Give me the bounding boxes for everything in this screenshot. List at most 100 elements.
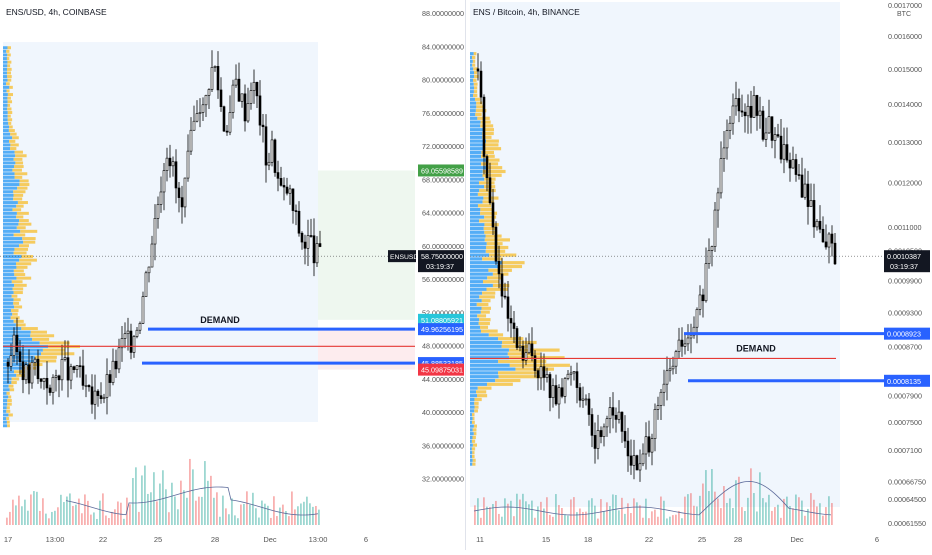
left-chart-canvas[interactable]: DEMAND 88.00000000 84.00000000 80.00000000 7… xyxy=(0,0,466,550)
volume-profile-bar-sell xyxy=(13,301,20,305)
volume-profile-bar-buy xyxy=(470,55,473,60)
volume-bar xyxy=(651,511,653,525)
candle-down xyxy=(833,242,837,265)
candle-down xyxy=(560,387,564,397)
volume-bar xyxy=(498,513,500,525)
volume-bar xyxy=(567,515,569,525)
candle-up xyxy=(24,364,28,381)
volume-bar xyxy=(99,500,101,525)
volume-profile-bar-buy xyxy=(470,78,474,82)
volume-bar xyxy=(555,494,557,525)
volume-profile-bar-sell xyxy=(16,215,24,219)
panel-divider[interactable] xyxy=(465,0,466,550)
candle-up xyxy=(252,81,256,91)
volume-bar xyxy=(78,498,80,525)
candle-down xyxy=(21,361,25,381)
volume-profile-bar-buy xyxy=(470,390,477,394)
volume-profile-bar-sell xyxy=(16,226,26,230)
volume-profile-bar-buy xyxy=(3,204,17,208)
candle-down xyxy=(219,89,223,107)
volume-profile-bar-sell xyxy=(498,371,539,375)
volume-bar xyxy=(315,505,317,525)
volume-profile-bar-sell xyxy=(6,89,10,93)
volume-profile-bar-buy xyxy=(3,276,17,280)
volume-bar xyxy=(57,507,59,525)
volume-bar xyxy=(288,516,290,525)
volume-profile-bar-buy xyxy=(3,402,8,406)
volume-profile-bar-sell xyxy=(7,53,11,57)
volume-profile-bar-buy xyxy=(470,143,484,147)
volume-bar xyxy=(696,506,698,525)
volume-bar xyxy=(90,514,92,525)
price-axis-tick: 0.0012000 xyxy=(888,179,922,188)
volume-bar xyxy=(201,496,203,525)
volume-profile-bar-sell xyxy=(484,223,499,227)
volume-profile-bar-sell xyxy=(471,420,475,424)
volume-bar xyxy=(606,502,608,525)
volume-bar xyxy=(507,503,509,525)
volume-profile-bar-sell xyxy=(14,172,28,176)
volume-profile-bar-buy xyxy=(3,114,8,118)
candle-up xyxy=(752,95,756,118)
time-axis-tick: 15 xyxy=(542,535,550,544)
volume-profile-bar-buy xyxy=(3,136,13,140)
volume-profile-bar-sell xyxy=(7,67,12,71)
left-chart-panel[interactable]: ENS/USD, 4h, COINBASE DEMAND 88.00000000 8… xyxy=(0,0,466,550)
candle-down xyxy=(318,243,322,247)
price-axis-tick: 0.0011000 xyxy=(888,223,921,232)
volume-bar xyxy=(111,511,113,525)
volume-profile-bar-buy xyxy=(470,67,474,71)
candle-up xyxy=(63,357,67,360)
volume-bar xyxy=(702,483,704,525)
candle-down xyxy=(99,395,103,399)
volume-bar xyxy=(708,491,710,525)
volume-profile-bar-sell xyxy=(30,334,55,338)
candle-up xyxy=(704,263,708,302)
volume-profile-bar-sell xyxy=(509,363,570,367)
volume-bar xyxy=(234,515,236,525)
right-chart-panel[interactable]: ENS / Bitcoin, 4h, BINANCE DEMAND BTC 0.00… xyxy=(466,0,932,550)
volume-bar xyxy=(735,480,737,525)
volume-bar xyxy=(204,461,206,525)
candle-up xyxy=(192,120,196,131)
volume-profile-bar-sell xyxy=(7,64,11,68)
volume-bar xyxy=(753,493,755,525)
volume-profile-bar-buy xyxy=(470,306,482,310)
volume-profile-bar-buy xyxy=(3,319,14,323)
candle-up xyxy=(644,436,648,455)
volume-profile-bar-buy xyxy=(470,139,487,143)
volume-bar xyxy=(576,512,578,525)
volume-bar xyxy=(51,511,53,525)
volume-bar xyxy=(222,495,224,525)
volume-profile-bar-buy xyxy=(3,370,15,374)
volume-profile-bar-buy xyxy=(3,327,22,331)
volume-bar xyxy=(744,510,746,525)
candle-up xyxy=(69,366,73,381)
price-axis-label-bg xyxy=(884,327,930,340)
volume-profile-bar-sell xyxy=(498,375,543,379)
volume-bar xyxy=(777,504,779,525)
volume-profile-bar-buy xyxy=(3,399,8,403)
price-axis-tick: 0.0017000 xyxy=(888,1,922,10)
volume-profile-bar-buy xyxy=(3,417,7,421)
volume-bar xyxy=(171,482,173,525)
candle-up xyxy=(527,343,531,354)
price-axis-label-bg xyxy=(418,363,464,376)
volume-profile-bar-sell xyxy=(475,112,482,117)
volume-bar xyxy=(165,489,167,525)
volume-profile-bar-buy xyxy=(470,451,473,455)
volume-profile-bar-buy xyxy=(3,129,9,133)
volume-profile-bar-sell xyxy=(473,78,477,82)
candle-up xyxy=(75,365,79,370)
volume-bar xyxy=(504,498,506,525)
volume-profile-bar-sell xyxy=(14,283,27,287)
candle-down xyxy=(611,407,615,416)
candle-down xyxy=(761,110,765,140)
time-axis-tick: 28 xyxy=(734,535,742,544)
volume-profile-bar-sell xyxy=(10,316,20,320)
price-axis-tick: 0.0007500 xyxy=(888,418,922,427)
volume-profile-bar-sell xyxy=(7,103,11,107)
volume-bar xyxy=(801,500,803,525)
volume-bar xyxy=(510,500,512,525)
